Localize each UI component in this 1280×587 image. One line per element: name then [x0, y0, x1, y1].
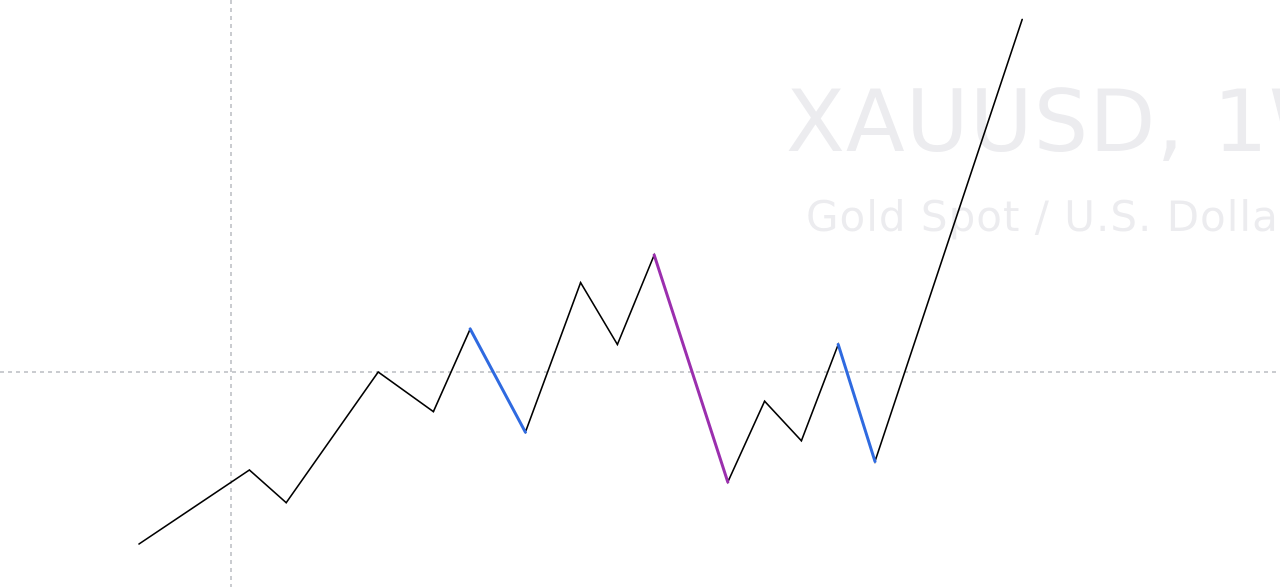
series-point — [579, 281, 582, 284]
series-point — [432, 410, 435, 413]
watermark-description: Gold Spot / U.S. Dollar — [806, 192, 1280, 241]
highlighted-leg-1[interactable] — [468, 327, 527, 434]
series-point — [248, 469, 251, 471]
highlighted-leg-2[interactable] — [652, 253, 730, 484]
series-point — [800, 440, 803, 442]
series-point — [763, 400, 766, 403]
highlighted-leg-3[interactable] — [836, 342, 877, 463]
series-point — [377, 371, 380, 373]
price-series-line[interactable] — [138, 19, 1023, 545]
series-point — [1021, 18, 1023, 21]
watermark-symbol: XAUUSD, 1W — [786, 72, 1280, 172]
series-point — [616, 343, 619, 346]
series-point — [138, 543, 140, 545]
series-point — [285, 501, 288, 504]
